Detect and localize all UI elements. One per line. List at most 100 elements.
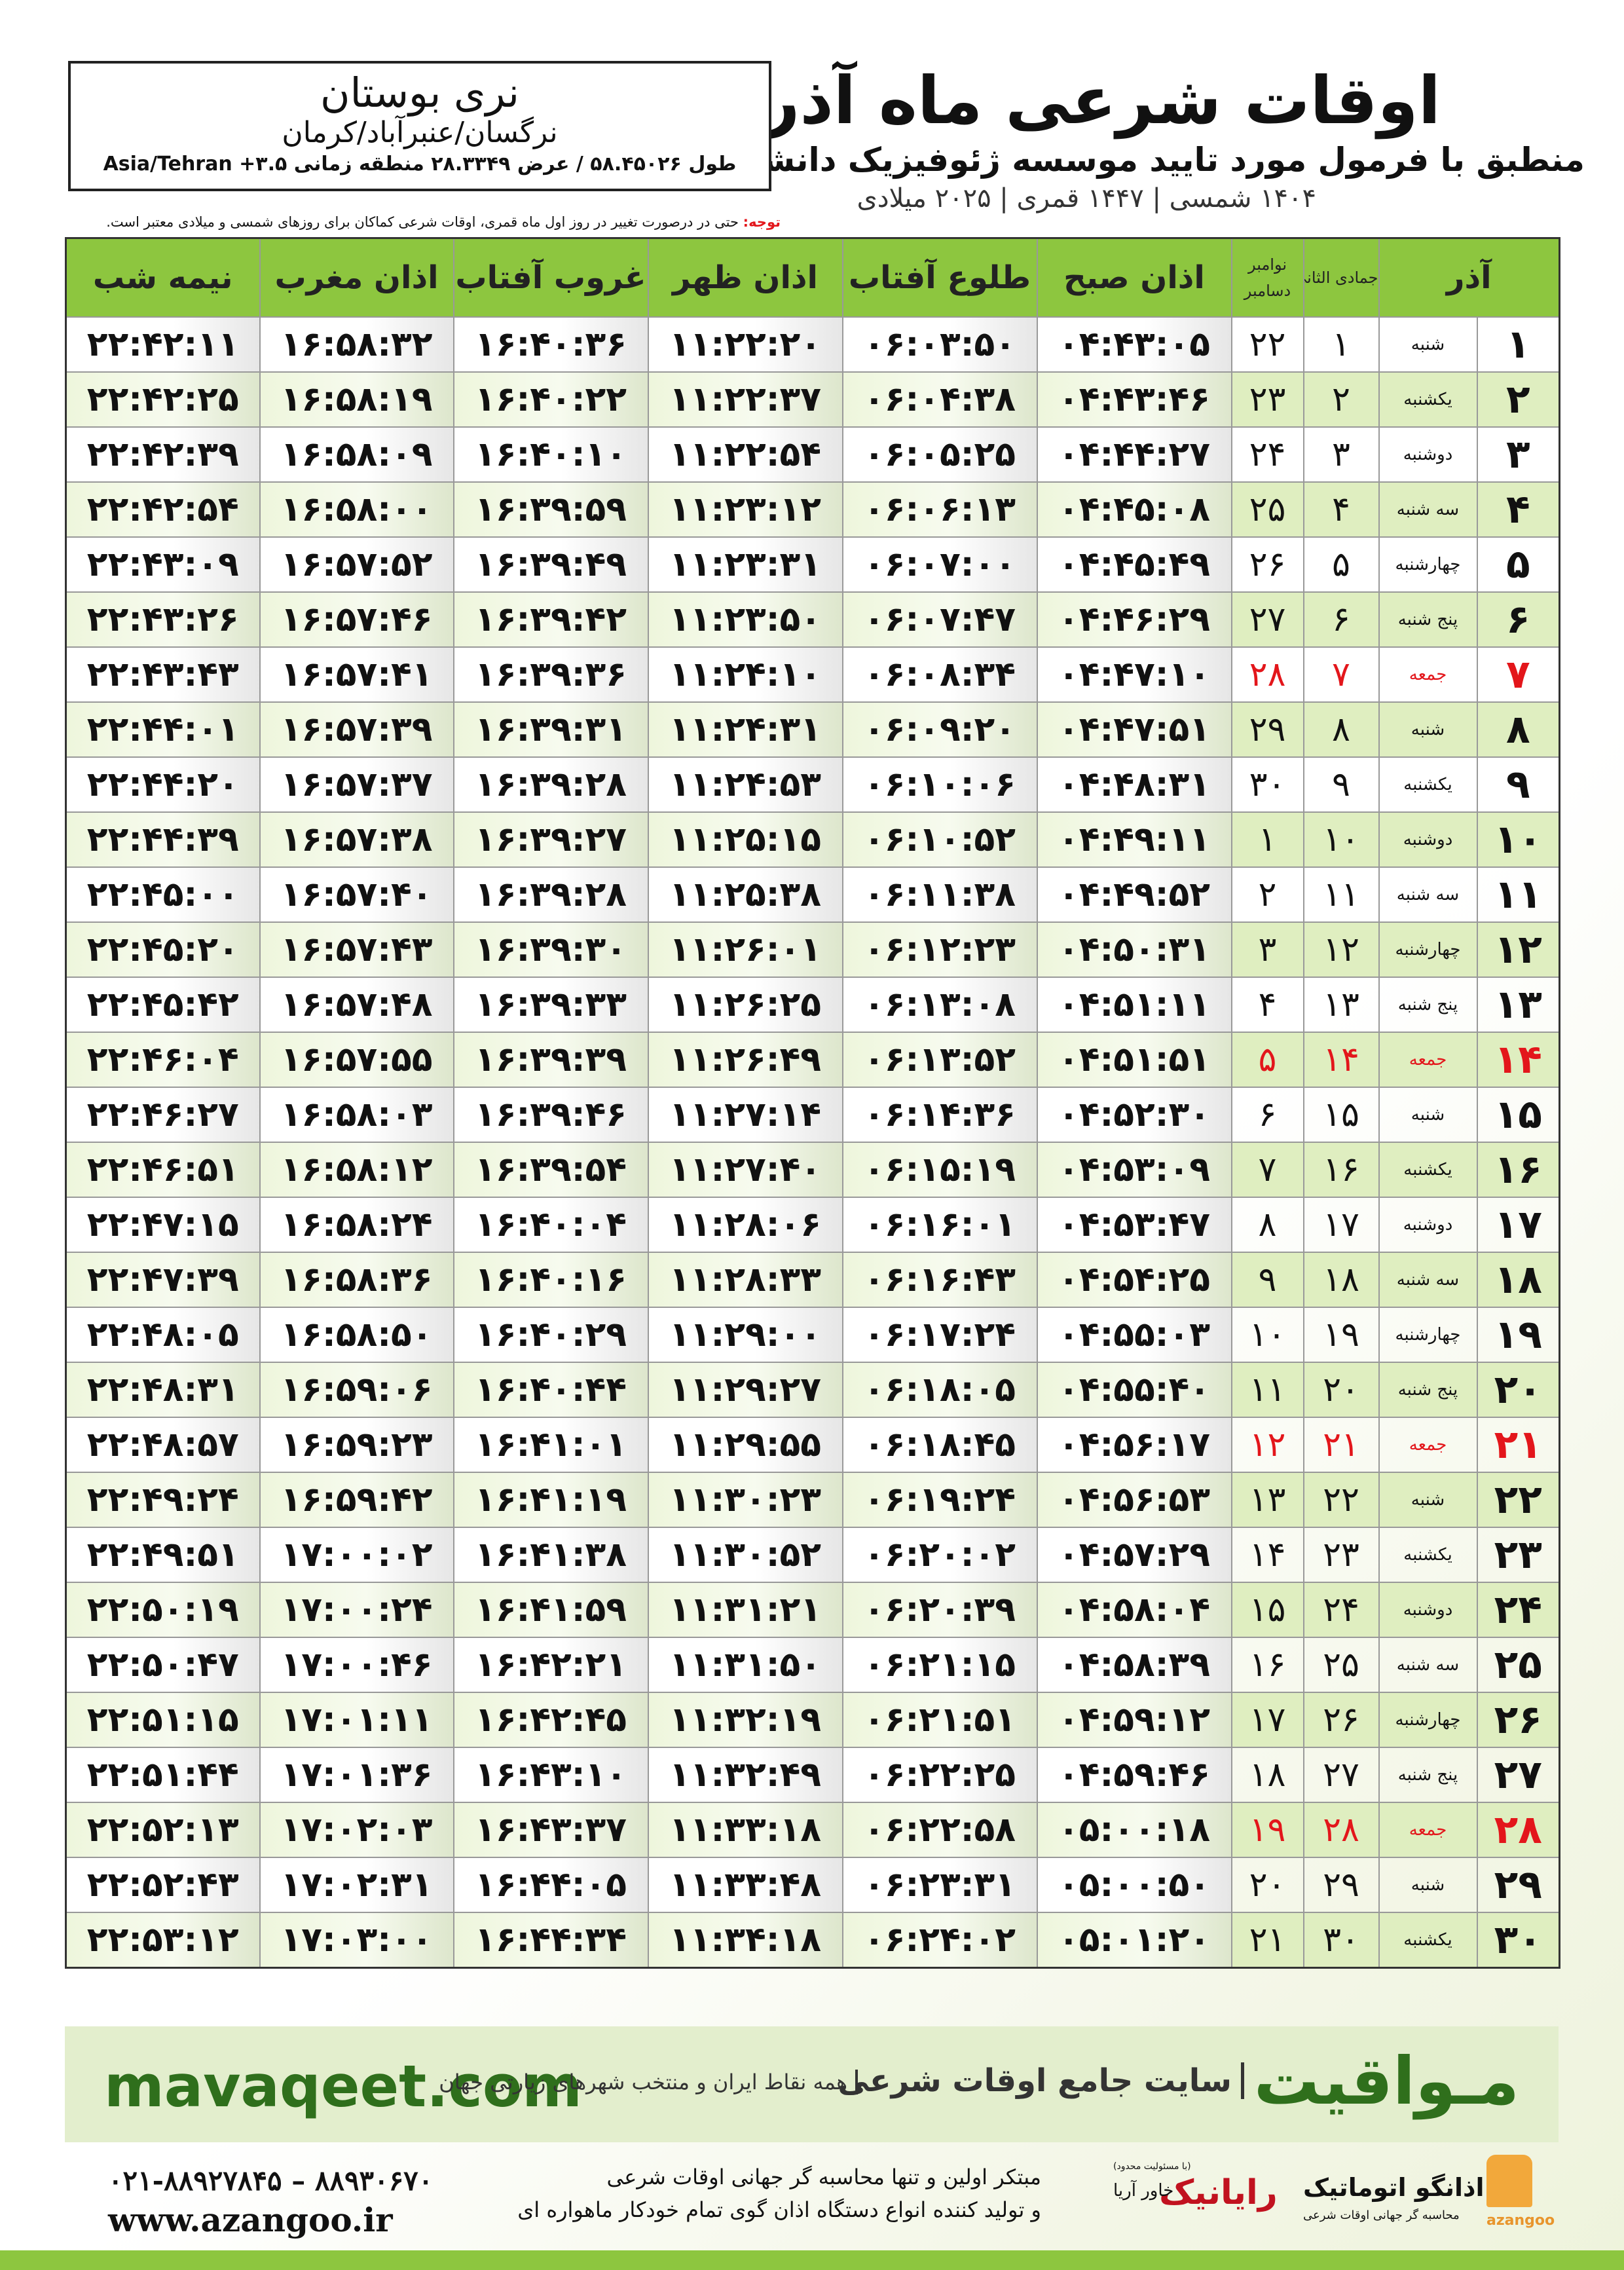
gregorian-day: ۲۲ [1230, 316, 1304, 373]
header-cell: آذر [1378, 237, 1560, 318]
time: ۱۶:۵۷:۴۱ [259, 646, 454, 703]
gregorian-day: ۲۹ [1230, 701, 1304, 758]
weekday: جمعه [1378, 646, 1478, 703]
time: ۲۲:۴۸:۰۵ [65, 1307, 261, 1363]
banner-url[interactable]: mavaqeet.com [104, 2053, 582, 2120]
day: ۱۲ [1476, 921, 1560, 978]
time: ۲۲:۴۲:۲۵ [65, 371, 261, 428]
time: ۲۲:۴۹:۲۴ [65, 1472, 261, 1528]
hijri-day: ۱۴ [1302, 1032, 1380, 1088]
time: ۱۶:۵۹:۴۲ [259, 1472, 454, 1528]
time: ۱۶:۴۲:۲۱ [452, 1637, 649, 1693]
time: ۱۶:۵۸:۵۰ [259, 1307, 454, 1363]
gregorian-day: ۲۴ [1230, 426, 1304, 483]
time: ۱۶:۵۷:۴۳ [259, 921, 454, 978]
time: ۱۷:۰۰:۰۲ [259, 1527, 454, 1583]
time: ۱۱:۲۳:۳۱ [647, 536, 843, 593]
day: ۱۶ [1476, 1142, 1560, 1198]
weekday: دوشنبه [1378, 811, 1478, 868]
time: ۰۴:۵۱:۱۱ [1036, 977, 1232, 1033]
hijri-day: ۵ [1302, 536, 1380, 593]
time: ۱۱:۳۰:۵۲ [647, 1527, 843, 1583]
hijri-day: ۳۰ [1302, 1912, 1380, 1969]
time: ۰۶:۲۲:۵۸ [841, 1802, 1038, 1858]
header-cell: جمادی الثانی [1302, 237, 1380, 318]
time: ۱۱:۳۳:۱۸ [647, 1802, 843, 1858]
time: ۲۲:۴۵:۴۲ [65, 977, 261, 1033]
time: ۰۶:۱۸:۰۵ [841, 1362, 1038, 1418]
day: ۲۷ [1476, 1747, 1560, 1803]
time: ۱۱:۲۵:۳۸ [647, 866, 843, 923]
time: ۰۶:۱۶:۴۳ [841, 1252, 1038, 1308]
weekday: دوشنبه [1378, 1197, 1478, 1253]
time: ۲۲:۴۸:۳۱ [65, 1362, 261, 1418]
time: ۱۷:۰۳:۰۰ [259, 1912, 454, 1969]
gregorian-day: ۹ [1230, 1252, 1304, 1308]
time: ۱۱:۲۴:۱۰ [647, 646, 843, 703]
time: ۱۶:۳۹:۳۹ [452, 1032, 649, 1088]
time: ۰۵:۰۰:۱۸ [1036, 1802, 1232, 1858]
day: ۶ [1476, 591, 1560, 648]
weekday: پنج شنبه [1378, 591, 1478, 648]
time: ۱۱:۳۳:۴۸ [647, 1857, 843, 1913]
table-row: ۲۶ چهارشنبه ۲۶ ۱۷ ۰۴:۵۹:۱۲ ۰۶:۲۱:۵۱ ۱۱:۳۲:۱۹ ۱۶… [65, 1692, 1560, 1748]
time: ۲۲:۵۱:۴۴ [65, 1747, 261, 1803]
table-row: ۲۰ پنج شنبه ۲۰ ۱۱ ۰۴:۵۵:۴۰ ۰۶:۱۸:۰۵ ۱۱:۲۹:۲۷ ۱۶… [65, 1362, 1560, 1418]
time: ۲۲:۴۲:۳۹ [65, 426, 261, 483]
hijri-day: ۱۹ [1302, 1307, 1380, 1363]
time: ۰۶:۲۴:۰۲ [841, 1912, 1038, 1969]
header-cell: نیمه شب [65, 237, 261, 318]
time: ۱۶:۵۸:۳۶ [259, 1252, 454, 1308]
time: ۰۴:۵۲:۳۰ [1036, 1087, 1232, 1143]
time: ۱۱:۲۲:۲۰ [647, 316, 843, 373]
note-label: توجه: [743, 214, 781, 230]
table-row: ۱۷ دوشنبه ۱۷ ۸ ۰۴:۵۳:۴۷ ۰۶:۱۶:۰۱ ۱۱:۲۸:۰۶ ۱۶:۴۰… [65, 1197, 1560, 1253]
time: ۰۶:۲۳:۳۱ [841, 1857, 1038, 1913]
day: ۴ [1476, 481, 1560, 538]
time: ۱۶:۵۷:۴۸ [259, 977, 454, 1033]
time: ۱۶:۴۱:۵۹ [452, 1582, 649, 1638]
time: ۰۴:۵۴:۲۵ [1036, 1252, 1232, 1308]
logo-icon [1486, 2155, 1532, 2207]
hijri-day: ۲۰ [1302, 1362, 1380, 1418]
weekday: چهارشنبه [1378, 921, 1478, 978]
time: ۰۶:۱۰:۵۲ [841, 811, 1038, 868]
time: ۱۱:۲۲:۵۴ [647, 426, 843, 483]
header-label: جمادی الثانی [1305, 269, 1378, 287]
time: ۰۶:۱۰:۰۶ [841, 756, 1038, 813]
weekday: شنبه [1378, 1472, 1478, 1528]
table-row: ۶ پنج شنبه ۶ ۲۷ ۰۴:۴۶:۲۹ ۰۶:۰۷:۴۷ ۱۱:۲۳:۵۰ ۱۶:۳… [65, 591, 1560, 648]
day: ۲۳ [1476, 1527, 1560, 1583]
table-row: ۲۸ جمعه ۲۸ ۱۹ ۰۵:۰۰:۱۸ ۰۶:۲۲:۵۸ ۱۱:۳۳:۱۸ ۱۶:۴۳:… [65, 1802, 1560, 1858]
weekday: سه شنبه [1378, 481, 1478, 538]
time: ۰۴:۴۳:۴۶ [1036, 371, 1232, 428]
hijri-day: ۱۷ [1302, 1197, 1380, 1253]
time: ۲۲:۴۳:۴۳ [65, 646, 261, 703]
time: ۰۴:۴۵:۰۸ [1036, 481, 1232, 538]
hijri-day: ۲۶ [1302, 1692, 1380, 1748]
time: ۱۶:۵۷:۳۸ [259, 811, 454, 868]
hijri-day: ۱۲ [1302, 921, 1380, 978]
hijri-day: ۲۱ [1302, 1417, 1380, 1473]
time: ۱۶:۳۹:۵۴ [452, 1142, 649, 1198]
time: ۱۶:۴۴:۰۵ [452, 1857, 649, 1913]
time: ۱۱:۲۳:۵۰ [647, 591, 843, 648]
time: ۰۶:۰۷:۰۰ [841, 536, 1038, 593]
hijri-day: ۱ [1302, 316, 1380, 373]
hijri-day: ۱۵ [1302, 1087, 1380, 1143]
time: ۰۴:۵۳:۰۹ [1036, 1142, 1232, 1198]
gregorian-day: ۲۶ [1230, 536, 1304, 593]
time: ۲۲:۴۶:۰۴ [65, 1032, 261, 1088]
time: ۱۶:۳۹:۲۷ [452, 811, 649, 868]
table-row: ۱۵ شنبه ۱۵ ۶ ۰۴:۵۲:۳۰ ۰۶:۱۴:۳۶ ۱۱:۲۷:۱۴ ۱۶:۳۹:۴… [65, 1087, 1560, 1143]
time: ۲۲:۴۴:۰۱ [65, 701, 261, 758]
time: ۰۵:۰۰:۵۰ [1036, 1857, 1232, 1913]
day: ۱۰ [1476, 811, 1560, 868]
day: ۲ [1476, 371, 1560, 428]
time: ۱۱:۲۹:۲۷ [647, 1362, 843, 1418]
logo-sub: محاسبه گر جهانی اوقات شرعی [1303, 2208, 1460, 2222]
table-row: ۲۴ دوشنبه ۲۴ ۱۵ ۰۴:۵۸:۰۴ ۰۶:۲۰:۳۹ ۱۱:۳۱:۲۱ ۱۶:۴… [65, 1582, 1560, 1638]
time: ۲۲:۴۵:۲۰ [65, 921, 261, 978]
time: ۰۶:۱۹:۲۴ [841, 1472, 1038, 1528]
website[interactable]: www.azangoo.ir [108, 2201, 393, 2239]
